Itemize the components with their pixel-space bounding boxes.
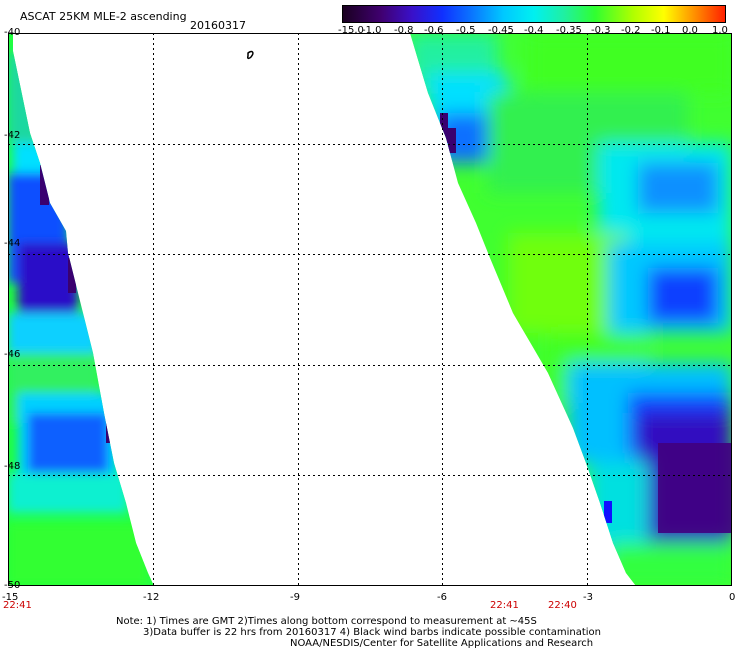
time-label: 22:41 xyxy=(3,600,32,611)
colorbar-label: -0.1 xyxy=(651,25,671,36)
lat-label: -50 xyxy=(4,580,21,591)
colorbar-label: 1.0 xyxy=(712,25,728,36)
colorbar-label: -0.4 xyxy=(524,25,544,36)
lat-label: -40 xyxy=(4,27,21,38)
lon-label: -12 xyxy=(143,592,160,603)
lon-label: -3 xyxy=(583,592,593,603)
lat-lon-grid xyxy=(8,33,732,586)
map-panel xyxy=(8,33,732,586)
left-swath xyxy=(8,33,154,586)
map-canvas xyxy=(8,33,732,586)
lat-label: -48 xyxy=(4,461,21,472)
lat-label: -46 xyxy=(4,349,21,360)
right-swath xyxy=(410,33,732,586)
lat-label: -44 xyxy=(4,238,21,249)
map-title: ASCAT 25KM MLE-2 ascending xyxy=(20,10,187,23)
map-date: 20160317 xyxy=(190,19,246,32)
colorbar-label: -0.35 xyxy=(556,25,582,36)
colorbar-label: -0.8 xyxy=(394,25,414,36)
colorbar-label: -0.2 xyxy=(621,25,641,36)
colorbar-gradient xyxy=(343,6,725,22)
colorbar-label: -0.45 xyxy=(488,25,514,36)
colorbar-label: 0.0 xyxy=(682,25,698,36)
colorbar-labels: -15.0 -1.0 -0.8 -0.6 -0.5 -0.45 -0.4 -0.… xyxy=(338,25,733,37)
lat-label: -42 xyxy=(4,130,21,141)
note-line-2: 3)Data buffer is 22 hrs from 20160317 4)… xyxy=(143,627,601,638)
colorbar-label: -15.0 xyxy=(338,25,364,36)
map-border xyxy=(8,33,732,586)
lon-label: -6 xyxy=(437,592,447,603)
lon-label: -15 xyxy=(2,592,19,603)
lon-label: 0 xyxy=(729,592,736,603)
credit-line: NOAA/NESDIS/Center for Satellite Applica… xyxy=(290,638,594,649)
contour-mark xyxy=(247,50,254,60)
colorbar-label: -0.3 xyxy=(591,25,611,36)
lon-label: -9 xyxy=(290,592,300,603)
colorbar-label: -0.6 xyxy=(424,25,444,36)
colorbar-label: -0.5 xyxy=(456,25,476,36)
colorbar-label: -1.0 xyxy=(362,25,382,36)
time-label: 22:40 xyxy=(548,600,577,611)
note-line-1: Note: 1) Times are GMT 2)Times along bot… xyxy=(116,616,537,627)
colorbar xyxy=(342,5,726,23)
time-label: 22:41 xyxy=(490,600,519,611)
